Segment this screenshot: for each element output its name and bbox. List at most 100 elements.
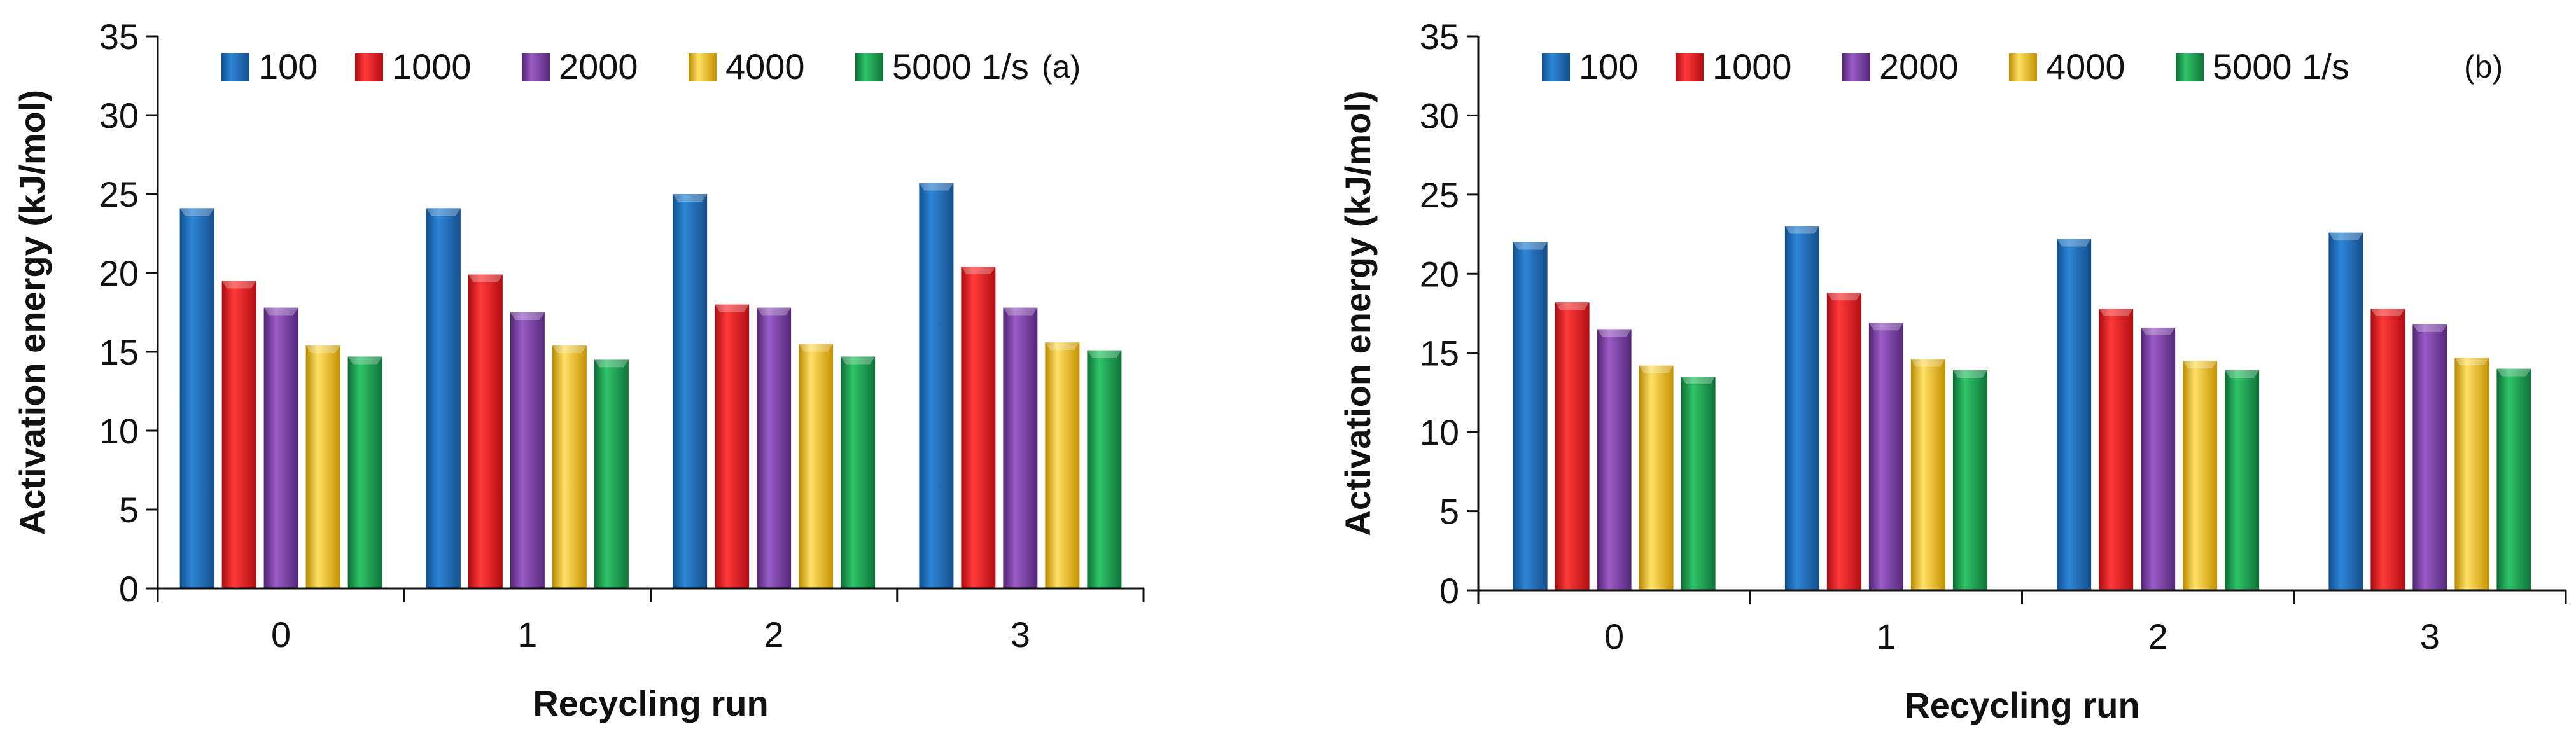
bar-cap xyxy=(222,281,256,288)
legend-label: 2000 xyxy=(1879,46,1959,87)
bar-cap xyxy=(1003,308,1037,316)
legend-label: 5000 1/s xyxy=(2213,46,2349,87)
x-tick-label: 3 xyxy=(1011,615,1030,655)
bar-cap xyxy=(1827,293,1861,300)
bar-a-run3-series1 xyxy=(961,267,995,588)
bar-a-run3-series4 xyxy=(1087,351,1121,588)
bar-a-run3-series0 xyxy=(919,183,953,588)
bar-a-run0-series3 xyxy=(306,345,340,588)
x-tick-label: 3 xyxy=(2420,616,2440,656)
bar-cap xyxy=(1513,242,1548,250)
bar-cap xyxy=(1597,329,1632,337)
bar-cap xyxy=(594,359,629,367)
y-tick-label: 30 xyxy=(99,95,139,135)
figure: 051015202530350 1 2 3Recycling runActivatio… xyxy=(0,0,2576,750)
bar-cap xyxy=(180,208,214,216)
y-axis-title: Activation energy (kJ/mol) xyxy=(1338,90,1378,536)
bar-b-run3-series0 xyxy=(2328,233,2363,590)
y-tick-label: 15 xyxy=(99,332,139,372)
bar-b-run1-series4 xyxy=(1953,370,1987,590)
legend-label: 100 xyxy=(1579,46,1638,87)
bar-b-run3-series4 xyxy=(2496,369,2531,590)
bar-a-run0-series0 xyxy=(180,208,214,588)
legend-swatch xyxy=(355,53,383,81)
legend-swatch xyxy=(1676,53,1704,81)
bar-cap xyxy=(2328,233,2363,240)
bar-a-run2-series2 xyxy=(757,308,791,588)
legend-swatch xyxy=(855,53,883,81)
bar-cap xyxy=(1555,302,1590,310)
bar-a-run0-series4 xyxy=(348,356,382,588)
panel-label: (b) xyxy=(2464,49,2503,85)
x-tick-label: 2 xyxy=(2148,616,2168,656)
bar-cap xyxy=(799,344,833,352)
bar-cap xyxy=(552,345,587,353)
bar-cap xyxy=(2454,358,2489,365)
bar-cap xyxy=(2141,328,2175,335)
bar-a-run3-series2 xyxy=(1003,308,1037,588)
bar-b-run2-series1 xyxy=(2099,309,2133,590)
bar-cap xyxy=(919,183,953,191)
bar-cap xyxy=(1045,342,1079,350)
bar-cap xyxy=(2099,309,2133,316)
y-tick-label: 35 xyxy=(99,17,139,57)
x-tick-label: 0 xyxy=(1604,616,1624,656)
x-axis-title: Recycling run xyxy=(1904,685,2139,725)
y-tick-label: 20 xyxy=(1420,254,1459,294)
bar-cap xyxy=(673,194,707,202)
bar-cap xyxy=(1869,323,1903,330)
legend-swatch xyxy=(221,53,249,81)
bar-b-run1-series1 xyxy=(1827,293,1861,590)
x-axis-title: Recycling run xyxy=(533,683,768,723)
bar-a-run1-series0 xyxy=(426,208,461,588)
legend-label: 2000 xyxy=(559,46,638,87)
y-tick-label: 0 xyxy=(119,569,139,609)
bar-cap xyxy=(2183,361,2217,368)
legend-label: 1000 xyxy=(1712,46,1792,87)
y-tick-label: 0 xyxy=(1439,571,1459,611)
x-tick-label: 1 xyxy=(517,615,537,655)
y-tick-label: 35 xyxy=(1420,17,1459,57)
bar-cap xyxy=(2412,324,2447,332)
bar-cap xyxy=(1953,370,1987,378)
y-tick-label: 30 xyxy=(1420,95,1459,135)
bar-cap xyxy=(2370,309,2405,316)
bar-cap xyxy=(715,305,749,312)
bar-cap xyxy=(1639,366,1674,373)
bar-a-run1-series1 xyxy=(468,274,503,588)
bar-cap xyxy=(306,345,340,353)
bar-cap xyxy=(1681,377,1716,384)
x-tick-label: 1 xyxy=(1876,616,1896,656)
bar-b-run3-series1 xyxy=(2370,309,2405,590)
bar-b-run0-series3 xyxy=(1639,366,1674,590)
legend-swatch xyxy=(1842,53,1870,81)
bar-cap xyxy=(2057,239,2091,247)
legend-swatch xyxy=(2009,53,2037,81)
bar-cap xyxy=(1785,226,1819,234)
bar-cap xyxy=(510,312,545,320)
panel-label: (a) xyxy=(1042,49,1081,85)
y-tick-label: 10 xyxy=(1420,412,1459,452)
y-tick-label: 5 xyxy=(1439,492,1459,532)
bar-cap xyxy=(468,274,503,282)
bar-b-run0-series0 xyxy=(1513,242,1548,590)
bar-b-run0-series1 xyxy=(1555,302,1590,590)
y-tick-label: 10 xyxy=(99,411,139,451)
bar-a-run0-series1 xyxy=(222,281,256,588)
legend-swatch xyxy=(1542,53,1570,81)
bar-a-run2-series0 xyxy=(673,194,707,588)
legend-swatch xyxy=(689,53,717,81)
legend-label: 5000 1/s xyxy=(892,46,1029,87)
bar-a-run1-series3 xyxy=(552,345,587,588)
bar-a-run2-series3 xyxy=(799,344,833,588)
legend-label: 4000 xyxy=(2046,46,2125,87)
legend-label: 100 xyxy=(258,46,318,87)
legend-swatch xyxy=(522,53,550,81)
bar-b-run1-series0 xyxy=(1785,226,1819,590)
y-tick-label: 15 xyxy=(1420,333,1459,373)
chart-panel-a: 0 5 10 15 20 25 30 35 0 1 2 3 Recycling run Activatio… xyxy=(12,17,1144,723)
bar-b-run0-series2 xyxy=(1597,329,1632,590)
bar-b-run2-series0 xyxy=(2057,239,2091,590)
bar-b-run2-series2 xyxy=(2141,328,2175,590)
chart-panel-b: 0 5 10 15 20 25 30 35 0 1 2 3 Recycling run Activatio… xyxy=(1338,17,2566,725)
